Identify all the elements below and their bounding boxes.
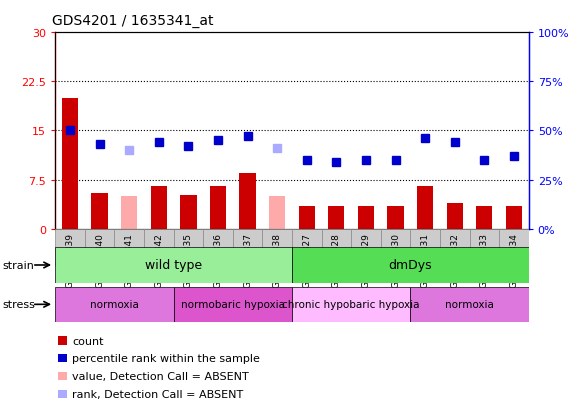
- Text: GSM398834: GSM398834: [510, 232, 518, 287]
- Text: GSM398842: GSM398842: [155, 232, 163, 287]
- Bar: [85, 229, 114, 266]
- Bar: [62, 98, 78, 229]
- Text: GSM398829: GSM398829: [361, 232, 371, 287]
- Text: GSM398841: GSM398841: [125, 232, 134, 287]
- Text: GSM398830: GSM398830: [391, 232, 400, 287]
- Text: strain: strain: [3, 260, 35, 271]
- Bar: [263, 229, 292, 266]
- Bar: [233, 229, 263, 266]
- Text: GDS4201 / 1635341_at: GDS4201 / 1635341_at: [52, 14, 214, 28]
- Bar: [358, 206, 374, 229]
- Bar: [292, 229, 321, 266]
- Bar: [447, 203, 463, 229]
- Text: normobaric hypoxia: normobaric hypoxia: [181, 299, 285, 310]
- Text: GSM398836: GSM398836: [213, 232, 223, 287]
- Bar: [292, 248, 529, 283]
- Text: stress: stress: [3, 299, 36, 310]
- Bar: [506, 206, 522, 229]
- Bar: [150, 187, 167, 229]
- Text: wild type: wild type: [145, 259, 202, 272]
- Bar: [410, 287, 529, 322]
- Text: count: count: [72, 336, 103, 346]
- Bar: [440, 229, 469, 266]
- Text: value, Detection Call = ABSENT: value, Detection Call = ABSENT: [72, 371, 249, 381]
- Bar: [351, 229, 381, 266]
- Bar: [174, 229, 203, 266]
- Text: GSM398833: GSM398833: [480, 232, 489, 287]
- Text: normoxia: normoxia: [90, 299, 139, 310]
- Text: rank, Detection Call = ABSENT: rank, Detection Call = ABSENT: [72, 389, 243, 399]
- Text: normoxia: normoxia: [445, 299, 494, 310]
- Bar: [55, 248, 292, 283]
- Bar: [292, 287, 410, 322]
- Bar: [203, 229, 233, 266]
- Bar: [381, 229, 410, 266]
- Bar: [144, 229, 174, 266]
- Bar: [174, 287, 292, 322]
- Bar: [388, 206, 404, 229]
- Text: GSM398832: GSM398832: [450, 232, 459, 287]
- Bar: [269, 197, 285, 229]
- Text: GSM398840: GSM398840: [95, 232, 104, 287]
- Bar: [328, 206, 345, 229]
- Bar: [91, 193, 107, 229]
- Bar: [299, 206, 315, 229]
- Bar: [114, 229, 144, 266]
- Bar: [180, 195, 196, 229]
- Text: GSM398828: GSM398828: [332, 232, 341, 287]
- Text: GSM398838: GSM398838: [272, 232, 282, 287]
- Bar: [121, 197, 137, 229]
- Bar: [210, 187, 226, 229]
- Text: GSM398831: GSM398831: [421, 232, 429, 287]
- Bar: [476, 206, 493, 229]
- Bar: [417, 187, 433, 229]
- Text: dmDys: dmDys: [389, 259, 432, 272]
- Bar: [410, 229, 440, 266]
- Text: GSM398835: GSM398835: [184, 232, 193, 287]
- Text: chronic hypobaric hypoxia: chronic hypobaric hypoxia: [282, 299, 420, 310]
- Text: GSM398839: GSM398839: [66, 232, 74, 287]
- Bar: [239, 173, 256, 229]
- Text: GSM398837: GSM398837: [243, 232, 252, 287]
- Text: percentile rank within the sample: percentile rank within the sample: [72, 354, 260, 363]
- Text: GSM398827: GSM398827: [302, 232, 311, 287]
- Bar: [55, 229, 85, 266]
- Bar: [55, 287, 174, 322]
- Bar: [499, 229, 529, 266]
- Bar: [321, 229, 351, 266]
- Bar: [469, 229, 499, 266]
